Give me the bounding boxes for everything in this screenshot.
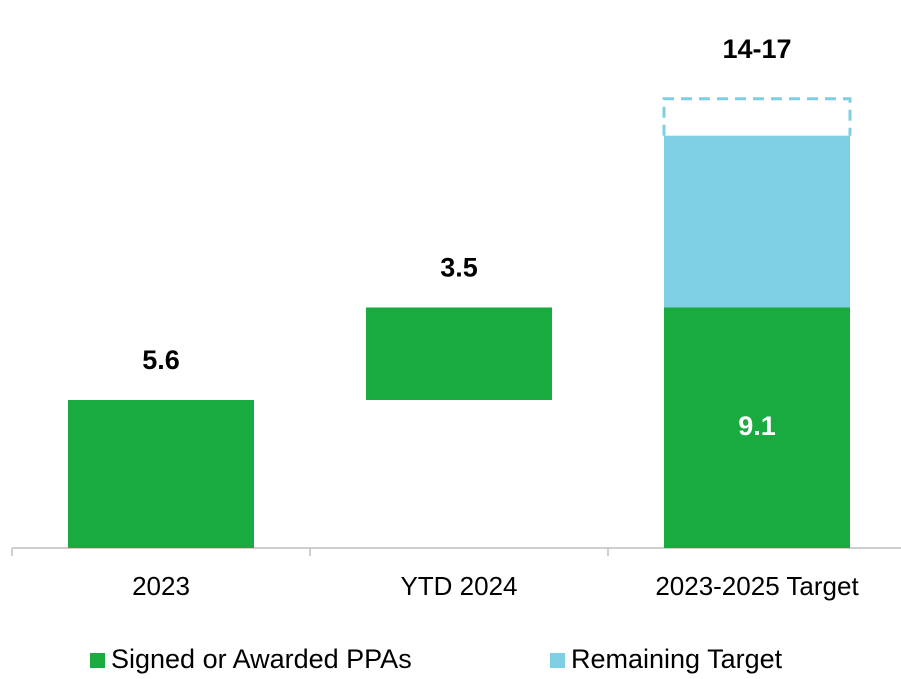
- x-tick-label: YTD 2024: [400, 571, 517, 601]
- bar-segment: [68, 399, 254, 548]
- target-range-box: [662, 97, 852, 136]
- legend-label: Signed or Awarded PPAs: [111, 644, 412, 674]
- legend-label: Remaining Target: [571, 644, 783, 674]
- bar-segment: [664, 135, 850, 308]
- bar-segment: [366, 307, 552, 400]
- value-label: 9.1: [738, 411, 776, 441]
- target-label: 14-17: [722, 34, 791, 64]
- x-tick-label: 2023: [132, 571, 190, 601]
- legend-swatch: [90, 653, 105, 668]
- value-label: 5.6: [142, 345, 180, 375]
- bar-segment: [664, 307, 850, 548]
- x-tick-label: 2023-2025 Target: [655, 571, 859, 601]
- legend-swatch: [550, 653, 565, 668]
- value-label: 3.5: [440, 253, 478, 283]
